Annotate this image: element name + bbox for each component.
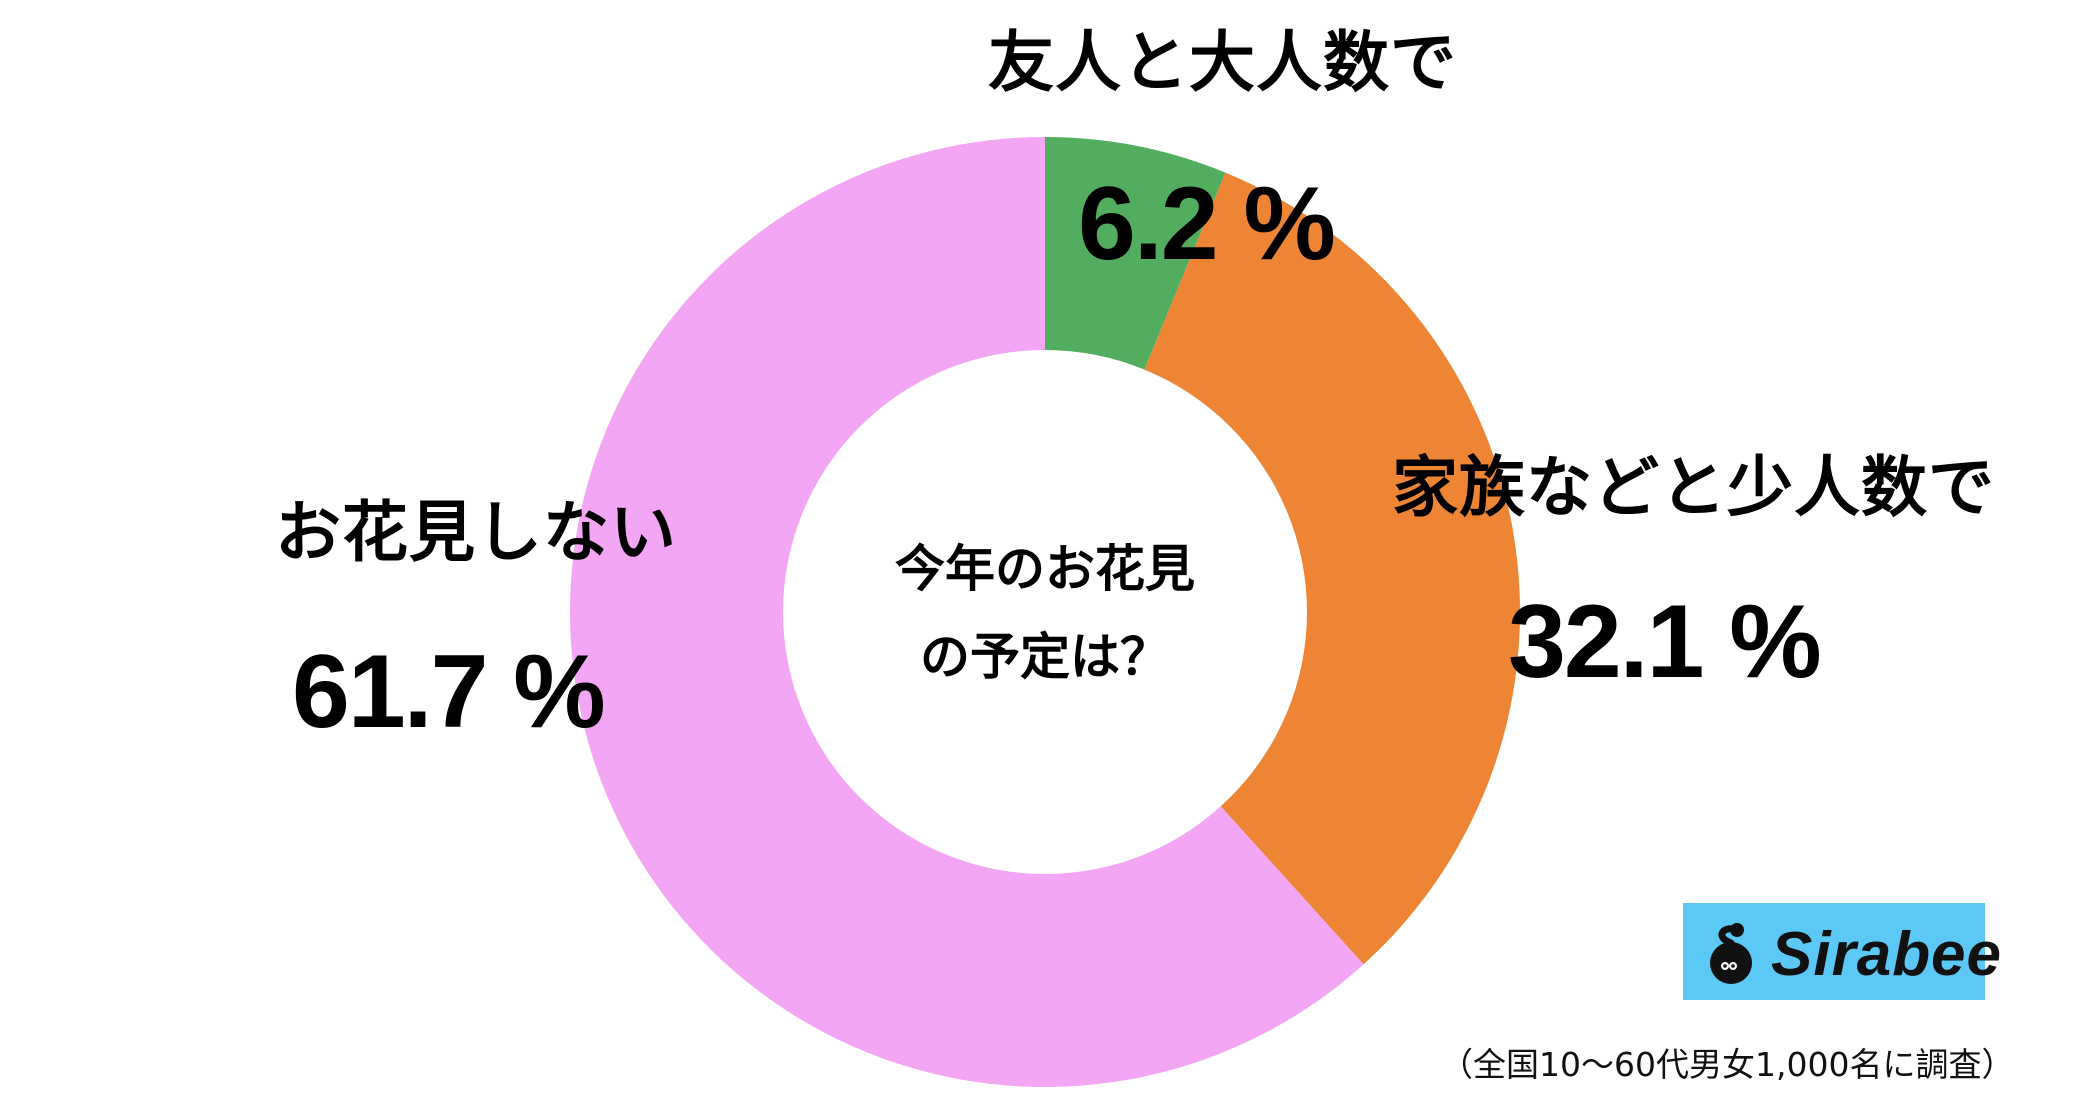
label-category-no-hanami: お花見しない — [275, 494, 677, 571]
label-percent-no-hanami: 61.7 % — [292, 634, 606, 750]
center-title-line2: の予定は？ — [920, 628, 1170, 686]
sirabee-mascot-icon — [1710, 923, 1752, 984]
chart-center-title: 今年のお花見 の予定は？ — [845, 525, 1245, 701]
donut-hole — [783, 350, 1307, 874]
label-percent-friends: 6.2 % — [1078, 166, 1336, 282]
label-category-family: 家族などと少人数で — [1392, 449, 1995, 526]
sirabee-logo: Sirabee — [1683, 903, 2001, 1000]
label-percent-family: 32.1 % — [1508, 584, 1822, 700]
survey-footnote: （全国10〜60代男女1,000名に調査） — [1440, 1045, 2015, 1084]
center-title-line1: 今年のお花見 — [895, 540, 1195, 598]
label-category-friends: 友人と大人数で — [988, 24, 1457, 101]
sirabee-wordmark: Sirabee — [1771, 920, 2003, 989]
